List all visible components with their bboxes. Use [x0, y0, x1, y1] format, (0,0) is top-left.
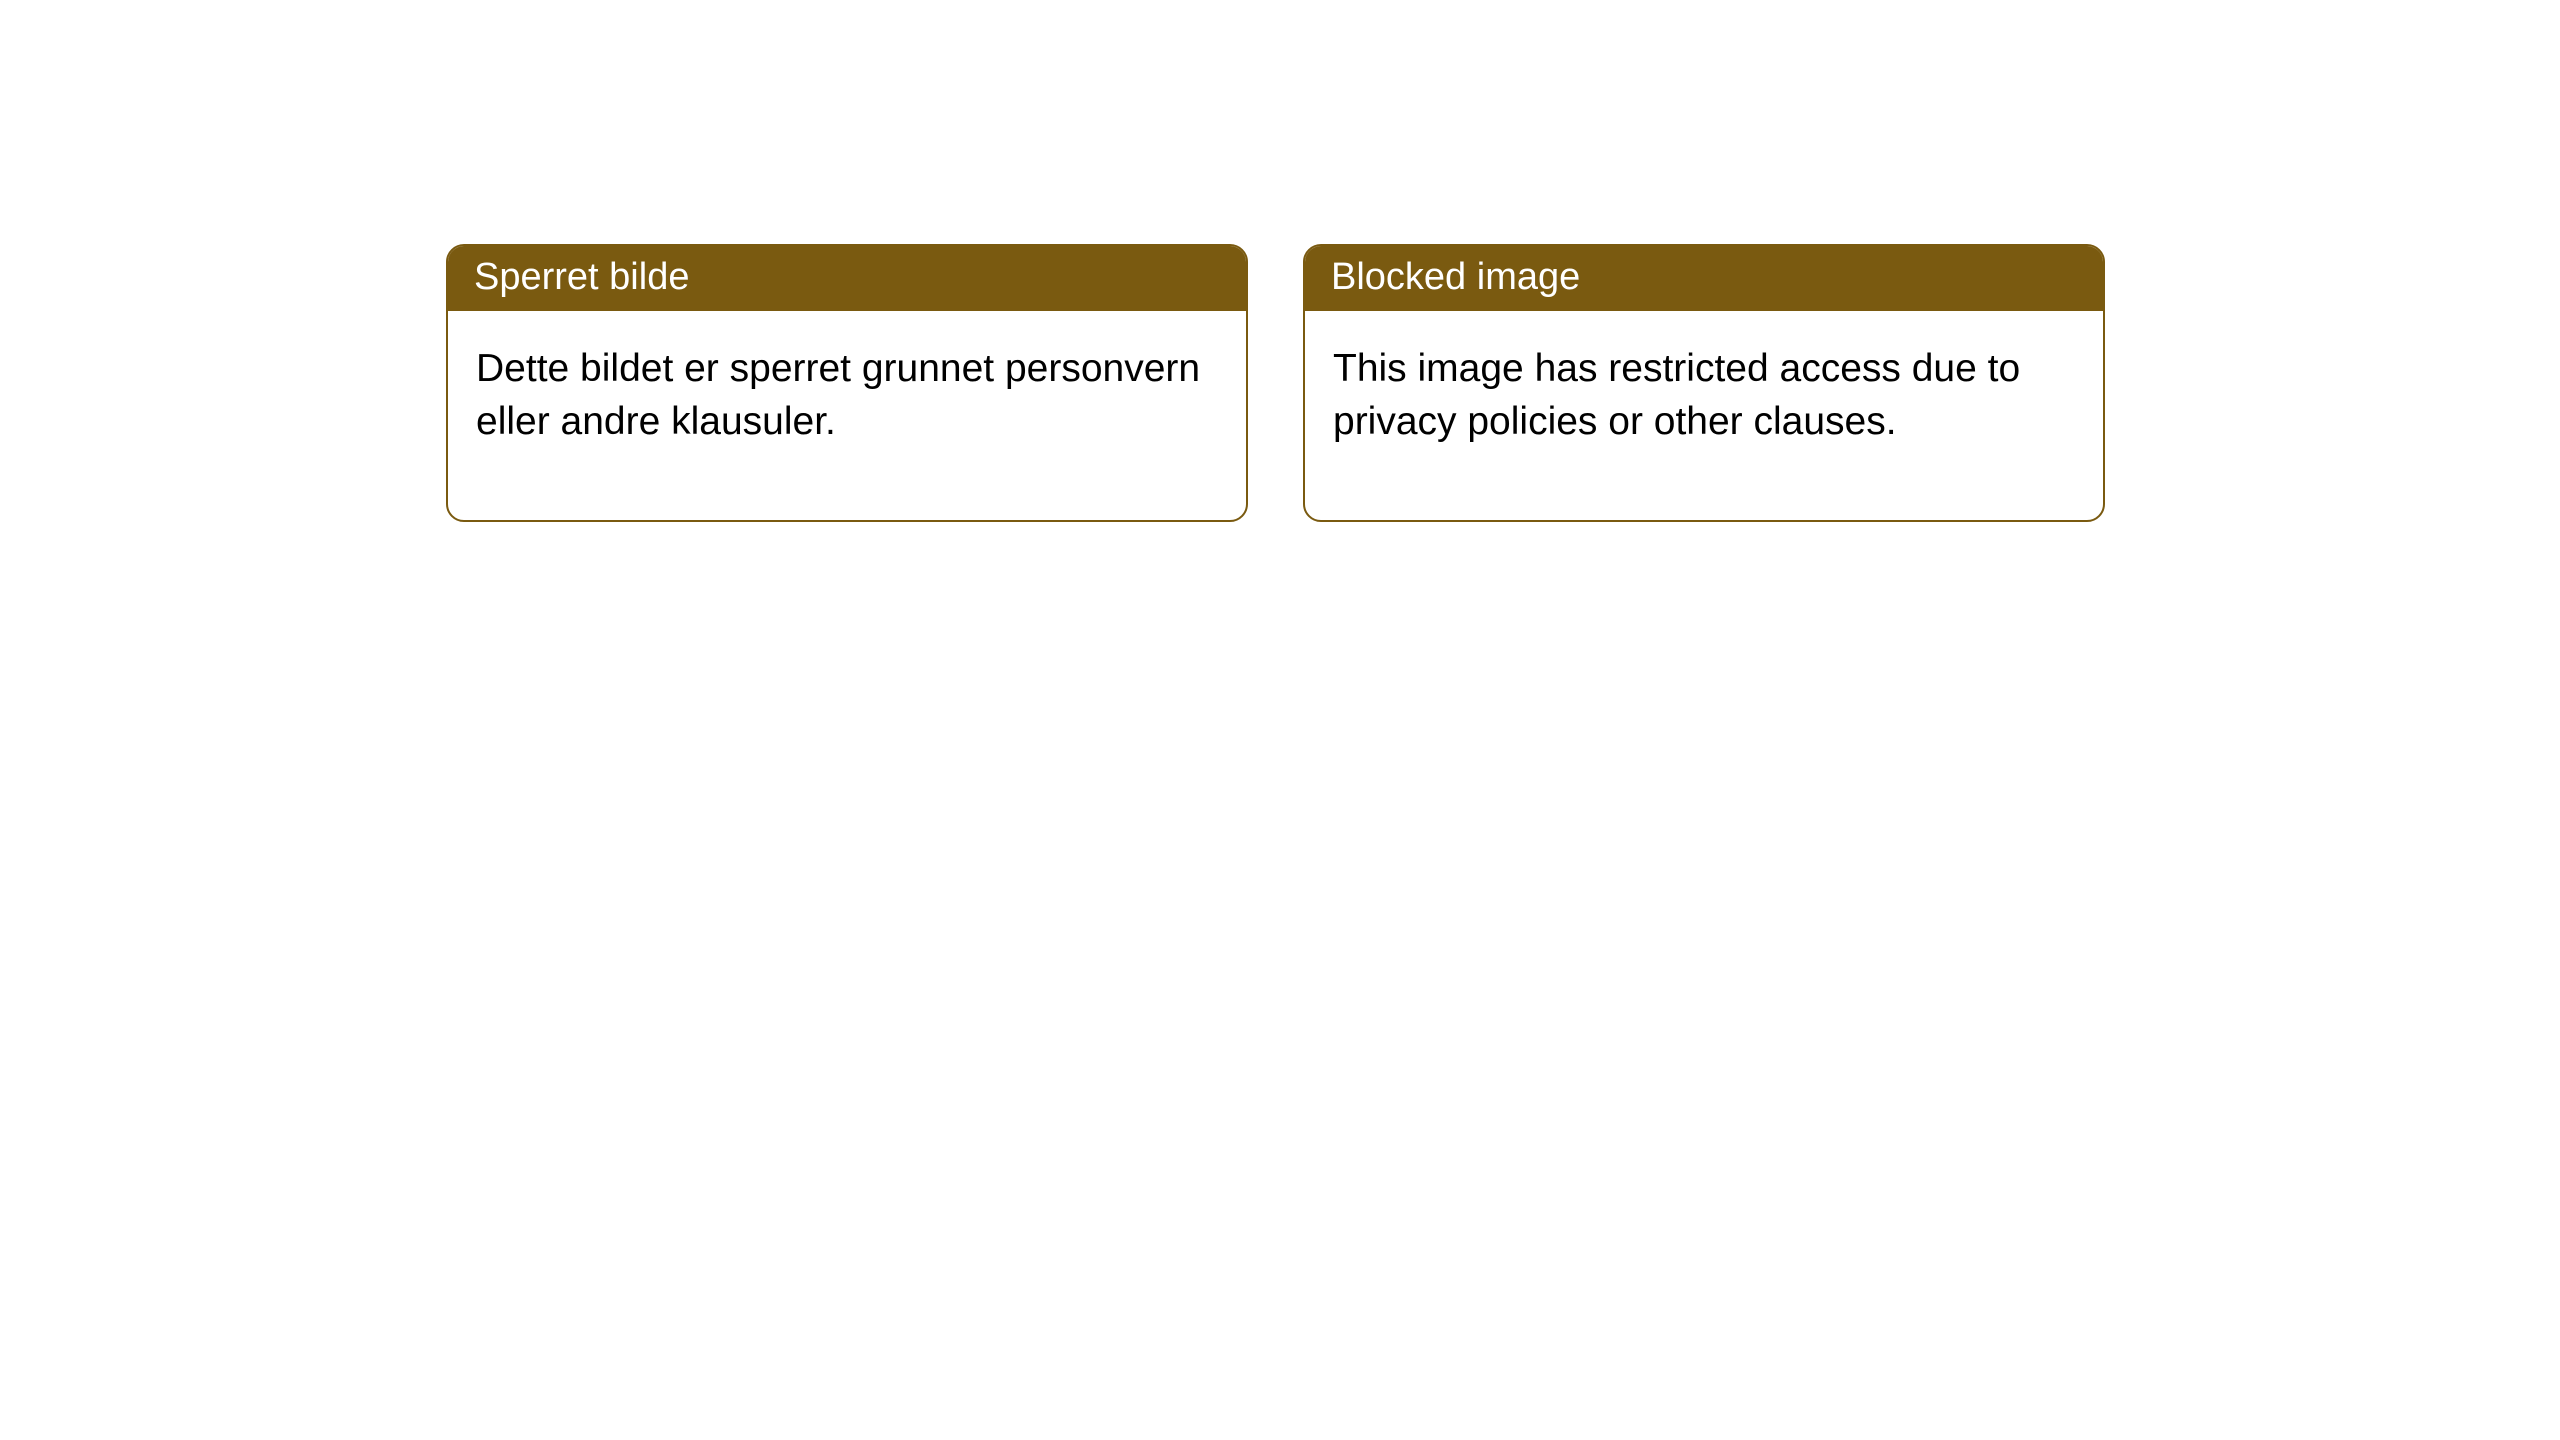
card-body-text: This image has restricted access due to … — [1333, 347, 2020, 443]
notice-card-norwegian: Sperret bilde Dette bildet er sperret gr… — [446, 244, 1248, 522]
card-header: Sperret bilde — [448, 246, 1246, 311]
notice-cards-container: Sperret bilde Dette bildet er sperret gr… — [0, 0, 2560, 522]
card-title: Sperret bilde — [474, 256, 689, 298]
card-title: Blocked image — [1331, 256, 1580, 298]
card-body-text: Dette bildet er sperret grunnet personve… — [476, 347, 1200, 443]
notice-card-english: Blocked image This image has restricted … — [1303, 244, 2105, 522]
card-header: Blocked image — [1305, 246, 2103, 311]
card-body: Dette bildet er sperret grunnet personve… — [448, 311, 1246, 520]
card-body: This image has restricted access due to … — [1305, 311, 2103, 520]
